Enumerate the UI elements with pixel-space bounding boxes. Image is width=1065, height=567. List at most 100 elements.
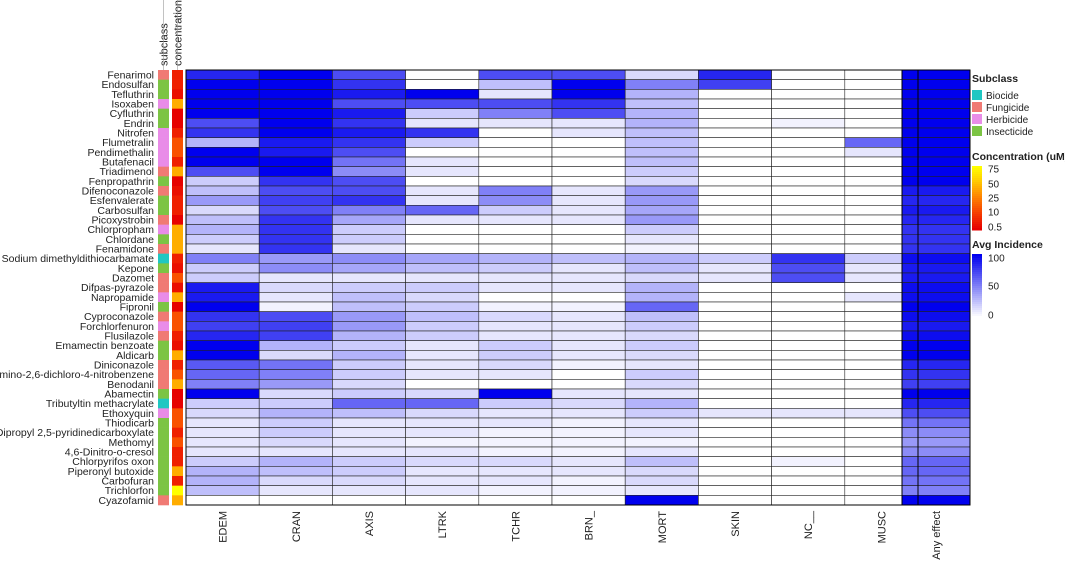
- legend-incidence-title: Avg Incidence: [972, 239, 1043, 251]
- heatmap-cell: [698, 292, 772, 303]
- legend-concentration-gradient: [972, 206, 982, 209]
- heatmap-cell: [771, 176, 846, 187]
- heatmap-cell: [185, 185, 260, 196]
- heatmap-cell: [551, 292, 626, 303]
- any-effect-cell: [901, 388, 971, 399]
- heatmap-cell: [185, 79, 260, 90]
- subclass-cell: [158, 253, 169, 264]
- heatmap-cell: [698, 417, 772, 428]
- any-effect-cell: [901, 301, 971, 312]
- column-label: EDEM: [218, 511, 230, 543]
- legend-concentration-gradient: [972, 178, 982, 181]
- heatmap-cell: [698, 137, 772, 148]
- heatmap-cell: [332, 475, 406, 486]
- heatmap-cell: [551, 330, 626, 341]
- row-label: Piperonyl butoxide: [68, 466, 155, 478]
- legend-incidence-gradient: [972, 302, 982, 305]
- heatmap-cell: [551, 253, 626, 264]
- heatmap-cell: [405, 205, 480, 216]
- heatmap-cell: [332, 350, 406, 361]
- heatmap-cell: [405, 369, 480, 380]
- heatmap-cell: [698, 205, 772, 216]
- heatmap-cell: [478, 185, 553, 196]
- heatmap-cell: [185, 137, 260, 148]
- column-label: MORT: [657, 511, 669, 543]
- heatmap-cell: [698, 147, 772, 158]
- legend-incidence-gradient: [972, 300, 982, 303]
- row-label: Picoxystrobin: [92, 214, 155, 226]
- concentration-cell: [172, 224, 183, 235]
- concentration-cell: [172, 157, 183, 167]
- heatmap-cell: [478, 340, 553, 351]
- heatmap-cell: [478, 263, 553, 274]
- heatmap-cell: [405, 272, 480, 283]
- heatmap-cell: [405, 456, 480, 467]
- heatmap-cell: [478, 127, 553, 138]
- heatmap-cell: [405, 89, 480, 100]
- heatmap-cell: [185, 417, 260, 428]
- subclass-cell: [158, 456, 169, 467]
- row-label: Difenoconazole: [82, 185, 155, 197]
- heatmap-cell: [551, 79, 626, 90]
- subclass-cell: [158, 485, 169, 496]
- heatmap-cell: [624, 417, 699, 428]
- heatmap-cell: [551, 205, 626, 216]
- heatmap-cell: [258, 437, 333, 448]
- heatmap-cell: [405, 243, 480, 254]
- legend-subclass-label: Insecticide: [986, 127, 1034, 138]
- concentration-cell: [172, 215, 183, 225]
- heatmap-cell: [551, 350, 626, 361]
- any-effect-cell: [901, 137, 971, 148]
- legend-concentration-gradient: [972, 182, 982, 185]
- legend-incidence-gradient: [972, 264, 982, 267]
- heatmap-cell: [478, 301, 553, 312]
- heatmap-cell: [698, 166, 772, 177]
- heatmap-cell: [771, 330, 846, 341]
- heatmap-cell: [624, 224, 699, 235]
- heatmap-cell: [332, 234, 406, 245]
- legend-concentration-gradient: [972, 196, 982, 199]
- concentration-cell: [172, 408, 183, 419]
- heatmap-cell: [332, 185, 406, 196]
- subclass-cell: [158, 476, 169, 486]
- heatmap-cell: [332, 253, 406, 264]
- heatmap-cell: [478, 69, 553, 80]
- row-label: Endrin: [124, 118, 155, 130]
- heatmap-cell: [624, 243, 699, 254]
- any-effect-cell: [901, 398, 971, 409]
- heatmap-cell: [624, 495, 699, 506]
- row-label: Sodium dimethyldithiocarbamate: [2, 253, 154, 265]
- subclass-cell: [158, 350, 169, 361]
- heatmap-cell: [258, 69, 333, 80]
- heatmap-cell: [258, 137, 333, 148]
- legend-incidence-gradient: [972, 306, 982, 309]
- concentration-cell: [172, 99, 183, 109]
- heatmap-cell: [624, 166, 699, 177]
- heatmap-cell: [551, 456, 626, 467]
- heatmap-cell: [332, 272, 406, 283]
- subclass-cell: [158, 495, 169, 506]
- heatmap-cell: [478, 89, 553, 100]
- concentration-cell: [172, 350, 183, 361]
- heatmap-cell: [258, 340, 333, 351]
- subclass-cell: [158, 99, 169, 109]
- any-effect-cell: [901, 69, 971, 80]
- heatmap-cell: [185, 321, 260, 332]
- heatmap-cell: [478, 282, 553, 293]
- heatmap-cell: [698, 224, 772, 235]
- legend-incidence-gradient: [972, 274, 982, 277]
- concentration-cell: [172, 253, 183, 264]
- concentration-cell: [172, 89, 183, 100]
- row-label: Difpas-pyrazole: [81, 282, 154, 294]
- row-label: Flumetralin: [102, 137, 154, 149]
- heatmap-cell: [624, 214, 699, 225]
- heatmap-cell: [405, 446, 480, 457]
- heatmap-cell: [551, 166, 626, 177]
- heatmap-cell: [771, 185, 846, 196]
- heatmap-cell: [624, 350, 699, 361]
- heatmap-cell: [258, 272, 333, 283]
- heatmap-cell: [624, 137, 699, 148]
- heatmap-cell: [185, 195, 260, 206]
- row-label: Kepone: [118, 263, 154, 275]
- subclass-cell: [158, 360, 169, 370]
